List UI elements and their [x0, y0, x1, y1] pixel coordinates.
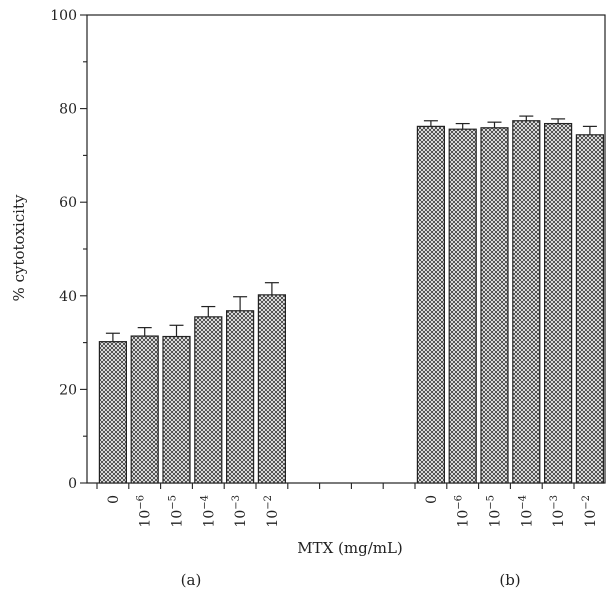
x-tick-label: 0 [106, 495, 122, 504]
x-tick-label: 10−4 [199, 495, 217, 528]
x-tick-labels: 0 10−6 10−5 10−4 10−3 10−2 0 10−6 10−5 10−4 10−3 10… [106, 495, 599, 528]
y-tick-label: 40 [59, 289, 77, 305]
panel-label-b: (b) [499, 571, 520, 589]
panel-label-a: (a) [181, 571, 202, 589]
x-axis-label: MTX (mg/mL) [297, 539, 403, 557]
x-tick-label: 10−3 [549, 495, 567, 528]
bar [162, 335, 191, 484]
bar [480, 127, 509, 484]
bar [98, 341, 128, 484]
y-tick-label: 100 [50, 8, 77, 24]
bar [194, 316, 223, 484]
y-tick-label: 20 [59, 382, 77, 398]
bar [226, 310, 255, 484]
bar [416, 125, 445, 484]
bar [512, 120, 541, 484]
bar [257, 294, 286, 484]
x-tick-label: 10−4 [517, 495, 535, 528]
bar [448, 128, 477, 484]
axes: 0 20 40 60 80 100 [50, 8, 606, 492]
bars [98, 115, 605, 484]
y-tick-label: 60 [59, 195, 77, 211]
y-tick-label: 80 [59, 102, 77, 118]
x-tick-label: 10−6 [136, 495, 154, 528]
x-tick-label: 10−3 [231, 495, 249, 528]
bar [130, 335, 159, 484]
y-tick-label: 0 [68, 476, 77, 492]
bar [543, 122, 573, 484]
x-tick-label: 10−2 [263, 495, 281, 528]
x-tick-label: 10−6 [454, 495, 472, 528]
x-tick-label: 0 [424, 495, 440, 504]
x-tick-label: 10−5 [168, 495, 186, 528]
bar [575, 134, 605, 484]
x-tick-label: 10−2 [581, 495, 599, 528]
x-tick-label: 10−5 [486, 495, 504, 528]
y-axis-label: % cytotoxicity [10, 194, 28, 301]
